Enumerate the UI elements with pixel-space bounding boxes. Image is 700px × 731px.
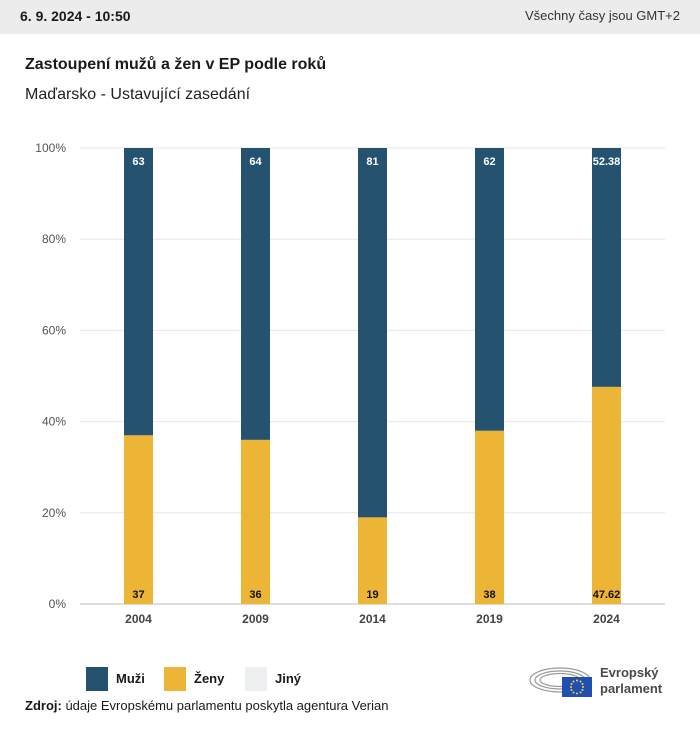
legend-label-muzi: Muži xyxy=(116,671,145,686)
source-label: Zdroj: xyxy=(25,698,62,713)
bar-muzi xyxy=(124,148,153,436)
bar-zeny xyxy=(241,439,270,604)
legend-item-muzi[interactable]: Muži xyxy=(86,667,176,691)
bar-muzi xyxy=(358,148,387,518)
eu-flag-icon xyxy=(562,677,592,697)
chart-title: Zastoupení mužů a žen v EP podle roků xyxy=(25,56,327,73)
bar-muzi xyxy=(475,148,504,431)
bar-zeny xyxy=(124,435,153,604)
data-label-zeny: 38 xyxy=(483,589,495,601)
parliament-hemicycle-icon xyxy=(529,667,592,697)
logo-line-2: parlament xyxy=(600,681,663,696)
bar-muzi xyxy=(592,148,621,387)
legend-item-zeny[interactable]: Ženy xyxy=(164,667,254,691)
data-label-muzi: 64 xyxy=(249,156,262,168)
y-tick-label: 20% xyxy=(42,506,66,520)
stacked-bar-chart: 0% 20% 40% 60% 80% 100% 63 37 2004 64 36 2009 81 19 20… xyxy=(35,141,665,626)
legend-swatch-muzi xyxy=(86,667,108,691)
data-label-muzi: 62 xyxy=(483,156,495,168)
logo-text: Evropský parlament xyxy=(600,665,662,697)
y-tick-label: 60% xyxy=(42,323,66,337)
chart-subtitle: Maďarsko - Ustavující zasedání xyxy=(25,86,251,103)
data-label-zeny: 37 xyxy=(132,589,144,601)
legend-swatch-zeny xyxy=(164,667,186,691)
bar-zeny xyxy=(358,517,387,604)
legend-swatch-jiny xyxy=(245,667,267,691)
bar-zeny xyxy=(592,386,621,604)
x-tick-label: 2019 xyxy=(476,612,503,626)
legend-label-zeny: Ženy xyxy=(194,671,225,686)
bar-muzi xyxy=(241,148,270,440)
bar-zeny xyxy=(475,430,504,604)
data-label-zeny: 47.62 xyxy=(593,589,621,601)
timestamp: 6. 9. 2024 - 10:50 xyxy=(20,8,131,24)
data-label-zeny: 36 xyxy=(249,589,261,601)
data-label-muzi: 52.38 xyxy=(593,156,621,168)
top-bar: 6. 9. 2024 - 10:50 Všechny časy jsou GMT… xyxy=(0,0,700,34)
legend-label-jiny: Jiný xyxy=(275,671,302,686)
y-tick-label: 40% xyxy=(42,415,66,429)
y-tick-label: 0% xyxy=(49,597,67,611)
logo-line-1: Evropský xyxy=(600,665,659,680)
data-label-muzi: 63 xyxy=(132,156,144,168)
x-tick-label: 2014 xyxy=(359,612,386,626)
x-tick-label: 2004 xyxy=(125,612,152,626)
legend-item-jiny[interactable]: Jiný xyxy=(245,667,335,691)
ep-logo: Evropský parlament xyxy=(528,660,688,702)
x-tick-label: 2009 xyxy=(242,612,269,626)
y-tick-label: 80% xyxy=(42,232,66,246)
source-text: údaje Evropskému parlamentu poskytla age… xyxy=(65,698,389,713)
data-label-muzi: 81 xyxy=(366,156,378,168)
x-tick-label: 2024 xyxy=(593,612,620,626)
timezone-note: Všechny časy jsou GMT+2 xyxy=(525,8,680,23)
y-tick-label: 100% xyxy=(35,141,66,155)
source-note: Zdroj: údaje Evropskému parlamentu posky… xyxy=(25,698,388,713)
data-label-zeny: 19 xyxy=(366,589,378,601)
